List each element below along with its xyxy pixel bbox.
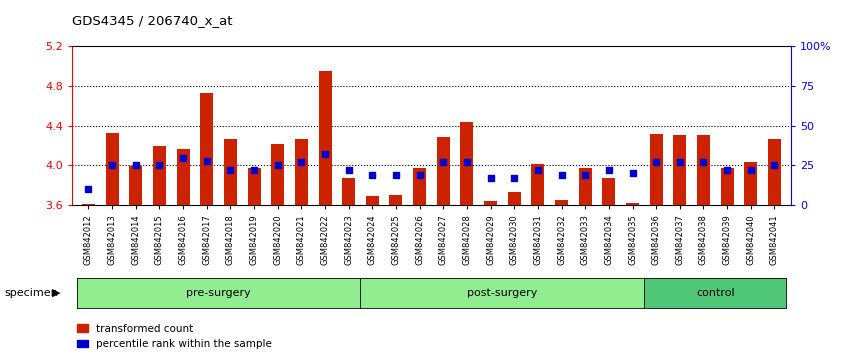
Point: [223, 167, 237, 173]
Point: [294, 160, 308, 165]
Point: [271, 163, 284, 169]
Point: [697, 160, 711, 165]
Point: [129, 163, 142, 169]
Point: [342, 167, 355, 173]
Bar: [272, 144, 284, 205]
Bar: [201, 93, 213, 205]
Text: GDS4345 / 206740_x_at: GDS4345 / 206740_x_at: [72, 14, 233, 27]
Bar: [365, 196, 379, 205]
Point: [437, 160, 450, 165]
Point: [579, 172, 592, 178]
Point: [460, 160, 474, 165]
Bar: [697, 135, 710, 205]
Bar: [484, 201, 497, 205]
Point: [673, 160, 687, 165]
Bar: [177, 149, 190, 205]
Point: [389, 172, 403, 178]
Bar: [626, 203, 639, 205]
Point: [106, 163, 119, 169]
Point: [508, 176, 521, 181]
Bar: [555, 200, 568, 205]
Bar: [437, 137, 450, 205]
Point: [152, 163, 166, 169]
Bar: [413, 169, 426, 205]
Bar: [318, 71, 332, 205]
Bar: [389, 195, 403, 205]
Bar: [224, 139, 237, 205]
Bar: [602, 178, 615, 205]
Text: pre-surgery: pre-surgery: [186, 288, 251, 298]
Bar: [508, 192, 521, 205]
Bar: [295, 139, 308, 205]
Text: control: control: [696, 288, 734, 298]
Bar: [721, 169, 733, 205]
Bar: [579, 169, 591, 205]
Bar: [82, 204, 95, 205]
Text: ▶: ▶: [52, 288, 61, 298]
Point: [531, 167, 545, 173]
Point: [626, 171, 640, 176]
Point: [484, 176, 497, 181]
Bar: [531, 165, 545, 205]
Bar: [460, 122, 474, 205]
Bar: [768, 139, 781, 205]
Point: [413, 172, 426, 178]
Bar: [248, 169, 261, 205]
Point: [176, 155, 190, 160]
Bar: [106, 133, 118, 205]
Bar: [650, 133, 662, 205]
Point: [82, 187, 96, 192]
Bar: [153, 145, 166, 205]
Point: [650, 160, 663, 165]
Point: [555, 172, 569, 178]
Bar: [129, 166, 142, 205]
Bar: [342, 178, 355, 205]
Bar: [744, 161, 757, 205]
Point: [318, 152, 332, 157]
Point: [721, 167, 734, 173]
Point: [744, 167, 757, 173]
Point: [200, 158, 213, 164]
Point: [365, 172, 379, 178]
Text: specimen: specimen: [4, 288, 58, 298]
Bar: [673, 135, 686, 205]
Legend: transformed count, percentile rank within the sample: transformed count, percentile rank withi…: [77, 324, 272, 349]
Point: [767, 163, 781, 169]
Point: [247, 167, 261, 173]
Point: [602, 167, 616, 173]
Text: post-surgery: post-surgery: [467, 288, 537, 298]
